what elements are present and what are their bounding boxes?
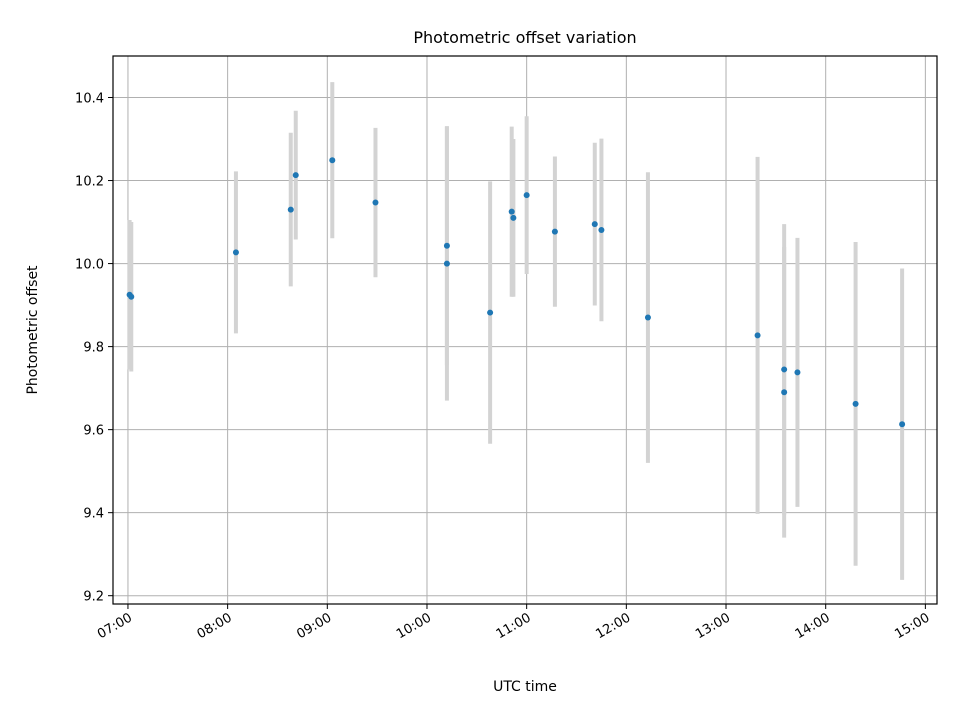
- data-point: [292, 172, 299, 179]
- data-point: [754, 332, 761, 339]
- x-tick-label: 09:00: [294, 610, 334, 642]
- data-point: [508, 208, 515, 215]
- data-point: [781, 389, 788, 396]
- data-point: [510, 214, 517, 221]
- y-tick-label: 10.4: [75, 92, 104, 107]
- data-point: [443, 260, 450, 267]
- data-point: [287, 206, 294, 213]
- data-point: [852, 400, 859, 407]
- y-axis-ticks: 9.2 9.4 9.6 9.8 10.0 10.2 10.4: [75, 92, 113, 605]
- data-point: [232, 249, 239, 256]
- data-point: [794, 369, 801, 376]
- x-tick-label: 15:00: [892, 610, 932, 642]
- x-tick-label: 11:00: [494, 610, 534, 642]
- data-point: [487, 309, 494, 316]
- x-tick-label: 12:00: [593, 610, 633, 642]
- x-tick-label: 07:00: [95, 610, 135, 642]
- y-tick-label: 9.8: [83, 341, 104, 356]
- x-axis-label: UTC time: [493, 679, 557, 695]
- data-points: [126, 157, 906, 428]
- x-tick-label: 08:00: [195, 610, 235, 642]
- y-tick-label: 9.6: [83, 424, 104, 439]
- y-tick-label: 10.0: [75, 258, 104, 273]
- data-point: [523, 192, 530, 199]
- x-tick-label: 13:00: [693, 610, 733, 642]
- data-point: [781, 366, 788, 373]
- y-tick-label: 10.2: [75, 175, 104, 190]
- data-point: [443, 242, 450, 249]
- y-axis-label: Photometric offset: [25, 265, 41, 395]
- data-point: [329, 157, 336, 164]
- data-point: [128, 293, 135, 300]
- x-tick-label: 14:00: [793, 610, 833, 642]
- data-point: [644, 314, 651, 321]
- y-tick-label: 9.2: [83, 590, 104, 605]
- error-bars: [127, 82, 905, 580]
- plot-frame: [112, 55, 938, 605]
- y-tick-label: 9.4: [83, 507, 104, 522]
- x-axis-ticks: 07:00 08:00 09:00 10:00 11:00 12:00 13:00 14:00…: [95, 604, 932, 642]
- chart-title: Photometric offset variation: [413, 28, 636, 47]
- data-point: [598, 226, 605, 233]
- data-point: [551, 228, 558, 235]
- data-point: [591, 221, 598, 228]
- data-point: [899, 421, 906, 428]
- data-point: [372, 199, 379, 206]
- x-tick-label: 10:00: [394, 610, 434, 642]
